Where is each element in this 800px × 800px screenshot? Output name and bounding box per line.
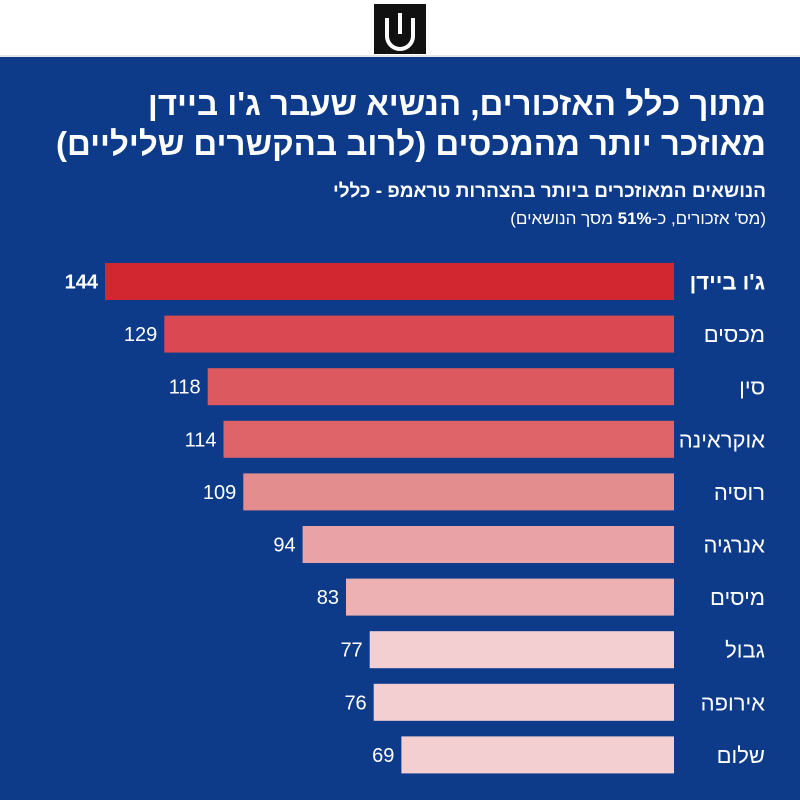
- category-label-8: אירופה: [701, 690, 766, 715]
- bar-9: [401, 736, 674, 774]
- shield-candle-logo-icon: [374, 4, 426, 54]
- note-suffix: מסך הנושאים): [510, 209, 618, 228]
- value-label-7: 77: [340, 640, 362, 662]
- bar-7: [369, 631, 674, 669]
- chart-title-line-1: מתוך כלל האזכורים, הנשיא שעבר ג'ו ביידן: [147, 85, 766, 122]
- category-label-6: מיסים: [710, 585, 765, 610]
- bar-0: [105, 263, 674, 300]
- note-percent: 51%: [617, 209, 652, 228]
- value-label-2: 118: [169, 377, 201, 399]
- value-label-4: 109: [203, 482, 236, 504]
- category-label-2: סין: [739, 375, 765, 400]
- value-label-5: 94: [273, 535, 295, 557]
- bar-1: [164, 315, 675, 353]
- value-label-6: 83: [317, 587, 339, 609]
- category-label-3: אוקראינה: [679, 427, 765, 452]
- value-label-8: 76: [344, 692, 366, 714]
- chart-title: מתוך כלל האזכורים, הנשיא שעבר ג'ו ביידן …: [26, 84, 766, 164]
- category-label-5: אנרגיה: [703, 533, 765, 558]
- category-label-4: רוסיה: [714, 480, 765, 505]
- category-label-1: מכסים: [704, 322, 765, 347]
- value-label-0: 144: [65, 272, 99, 294]
- bar-8: [373, 683, 674, 721]
- bar-3: [223, 420, 674, 458]
- value-label-3: 114: [185, 429, 217, 451]
- category-label-7: גבול: [725, 638, 765, 663]
- chart-title-line-2: מאוזכר יותר מהמכסים (לרוב בהקשרים שליליי…: [55, 125, 766, 162]
- chart-subtitle: הנושאים המאוזכרים ביותר בהצהרות טראמפ - …: [333, 181, 766, 202]
- bar-6: [346, 578, 674, 616]
- bar-4: [243, 473, 675, 511]
- category-label-0: ג'ו ביידן: [690, 270, 765, 295]
- top-bar: [0, 0, 800, 57]
- value-label-1: 129: [124, 324, 157, 346]
- category-label-9: שלום: [717, 743, 765, 768]
- bar-5: [302, 526, 674, 563]
- chart-note: (מס' אזכורים, כ-51% מסך הנושאים): [26, 208, 766, 230]
- note-prefix: (מס' אזכורים, כ-: [651, 209, 766, 228]
- value-label-9: 69: [372, 745, 394, 767]
- bar-2: [207, 368, 674, 406]
